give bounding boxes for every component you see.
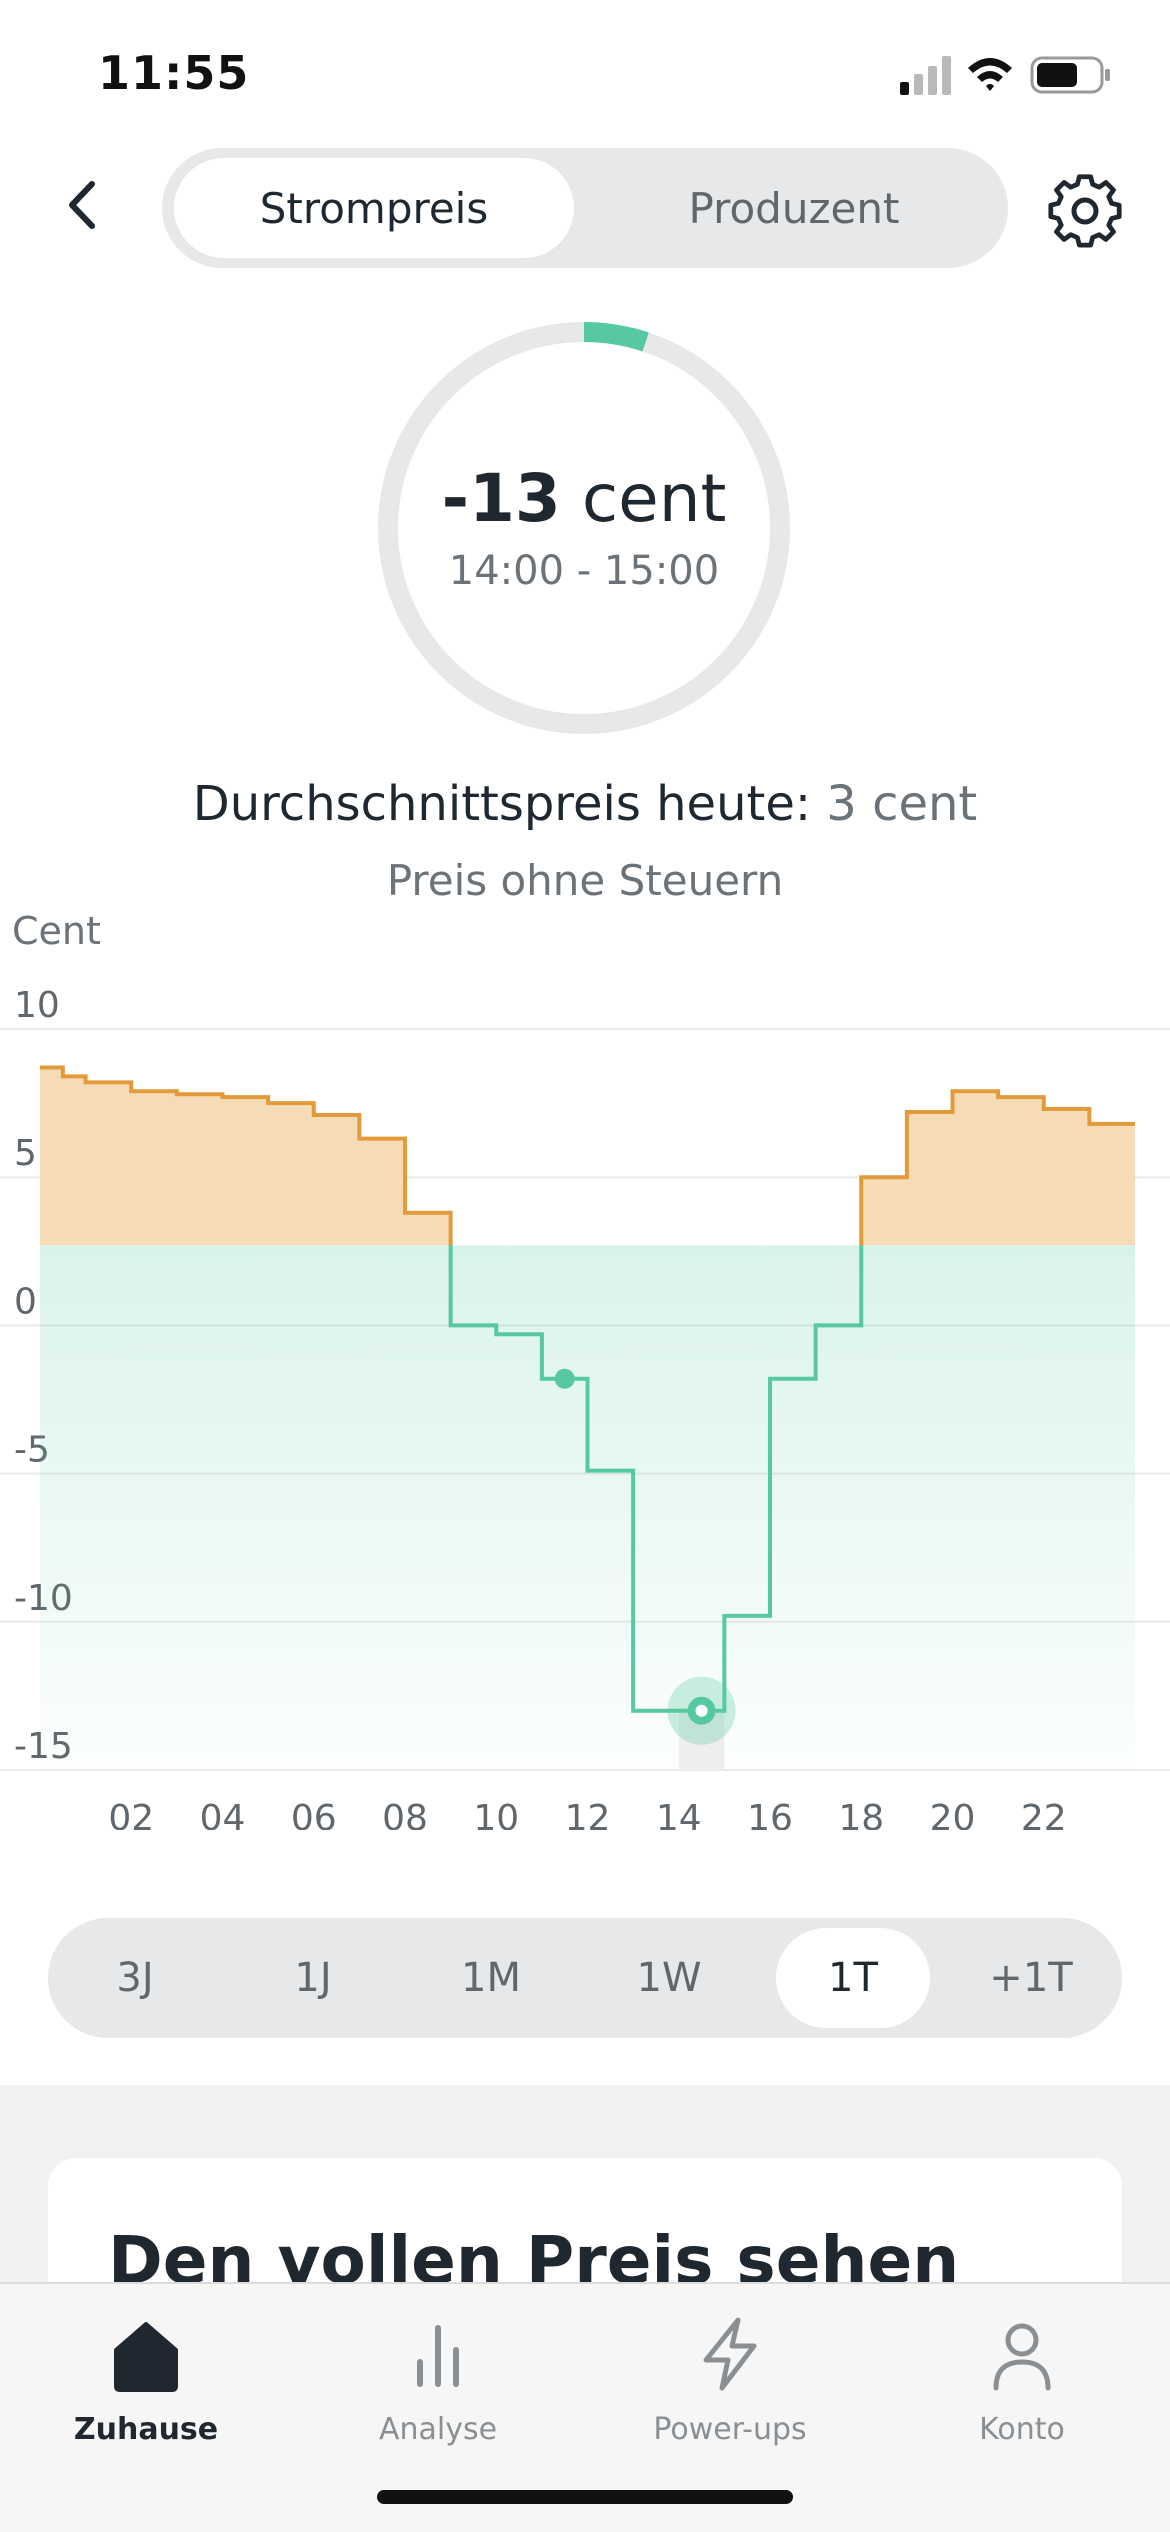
segment-strompreis[interactable]: Strompreis <box>174 158 574 258</box>
y-axis-label: Cent <box>12 909 101 953</box>
below-average-area <box>40 1245 1135 1770</box>
top-navigation: Strompreis Produzent <box>0 140 1170 270</box>
tab-analyse[interactable]: Analyse <box>292 2314 584 2454</box>
tab-power-ups[interactable]: Power-ups <box>584 2314 876 2454</box>
y-tick-label: 10 <box>14 985 60 1026</box>
range-option-plus-1t[interactable]: +1T <box>989 1955 1073 2001</box>
average-price-value: 3 cent <box>826 776 978 832</box>
status-time: 11:55 <box>98 46 250 100</box>
tab-konto[interactable]: Konto <box>876 2314 1168 2454</box>
current-price-unit: cent <box>581 460 727 537</box>
bar-chart-icon <box>417 2325 459 2387</box>
settings-button[interactable] <box>1042 168 1128 254</box>
status-icons <box>900 56 1110 95</box>
home-icon <box>114 2322 178 2392</box>
battery-icon <box>1030 56 1110 94</box>
segment-produzent[interactable]: Produzent <box>688 183 900 233</box>
average-price-label: Durchschnittspreis heute: <box>192 776 812 832</box>
x-tick-label: 04 <box>200 1798 246 1830</box>
range-option-3j[interactable]: 3J <box>116 1955 154 2001</box>
tab-label: Analyse <box>378 2412 498 2447</box>
x-tick-label: 16 <box>747 1798 793 1830</box>
x-tick-label: 02 <box>108 1798 154 1830</box>
lightning-icon <box>703 2317 757 2391</box>
person-icon <box>993 2323 1051 2391</box>
current-price-value: -13 <box>441 460 561 537</box>
x-tick-label: 14 <box>656 1798 702 1830</box>
x-tick-label: 18 <box>838 1798 884 1830</box>
gear-icon <box>1048 174 1122 248</box>
x-tick-label: 20 <box>930 1798 976 1830</box>
range-option-1m[interactable]: 1M <box>461 1955 521 2001</box>
x-tick-label: 06 <box>291 1798 337 1830</box>
y-tick-label: 0 <box>14 1281 37 1322</box>
back-button[interactable] <box>50 170 120 240</box>
x-tick-label: 22 <box>1021 1798 1067 1830</box>
selected-point-center <box>695 1704 708 1717</box>
current-time-dot <box>554 1368 575 1389</box>
tab-label: Konto <box>979 2412 1065 2447</box>
progress-ring <box>378 322 790 734</box>
price-line-above <box>40 1065 1135 1246</box>
chevron-left-icon <box>69 181 95 229</box>
price-line-below <box>448 1245 864 1713</box>
price-subtitle: Preis ohne Steuern <box>386 856 784 905</box>
wifi-icon <box>968 58 1012 91</box>
home-indicator <box>377 2490 793 2504</box>
tab-label: Zuhause <box>73 2412 219 2447</box>
average-price: Durchschnittspreis heute: 3 cent <box>0 776 1170 832</box>
current-price-ring: -13 cent 14:00 - 15:00 <box>376 320 792 736</box>
tab-zuhause[interactable]: Zuhause <box>0 2314 292 2454</box>
ring-accent-arc <box>583 322 649 352</box>
current-time-range: 14:00 - 15:00 <box>448 548 720 594</box>
segmented-control: Strompreis Produzent <box>162 148 1008 268</box>
tab-label: Power-ups <box>653 2412 807 2447</box>
range-option-1t[interactable]: 1T <box>776 1928 930 2028</box>
range-option-1w[interactable]: 1W <box>636 1955 702 2001</box>
x-tick-label: 08 <box>382 1798 428 1830</box>
y-tick-label: 5 <box>14 1133 37 1174</box>
signal-icon <box>900 56 951 95</box>
x-tick-label: 10 <box>473 1798 519 1830</box>
current-price: -13 cent <box>376 460 792 537</box>
status-bar: 11:55 <box>0 0 1170 150</box>
range-selector: 3J 1J 1M 1W 1T +1T <box>48 1918 1122 2038</box>
x-tick-label: 12 <box>565 1798 611 1830</box>
range-option-1j[interactable]: 1J <box>294 1955 332 2001</box>
